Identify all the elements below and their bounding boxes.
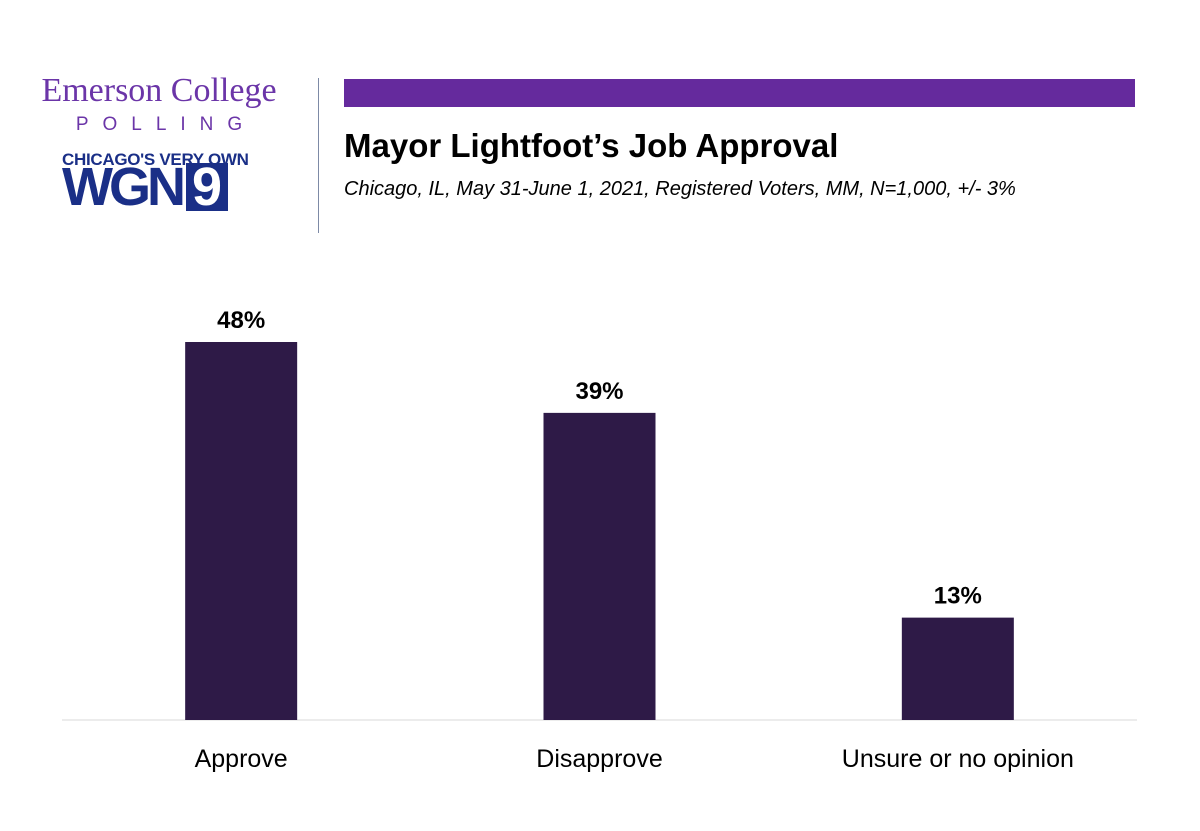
polling-logo-text: POLLING	[75, 114, 257, 135]
wgn-letters: WGN	[62, 157, 186, 217]
bar-approve	[185, 342, 298, 720]
wgn-logo: WGN 9	[62, 157, 229, 217]
category-label: Disapprove	[536, 745, 662, 773]
header-divider	[318, 78, 319, 233]
emerson-logo-text: Emerson College	[41, 72, 277, 109]
category-label: Approve	[195, 745, 288, 773]
chart-title: Mayor Lightfoot’s Job Approval	[344, 127, 839, 164]
chart-subtitle: Chicago, IL, May 31-June 1, 2021, Regist…	[344, 178, 1016, 200]
bar-value-label: 39%	[575, 378, 623, 405]
bar-disapprove	[543, 412, 656, 720]
bar-value-label: 48%	[217, 307, 265, 334]
wgn-number: 9	[185, 160, 229, 214]
bar-value-label: 13%	[934, 583, 982, 610]
category-label: Unsure or no opinion	[842, 745, 1074, 773]
bar-unsure-or-no-opinion	[901, 617, 1014, 720]
accent-bar	[344, 79, 1135, 107]
